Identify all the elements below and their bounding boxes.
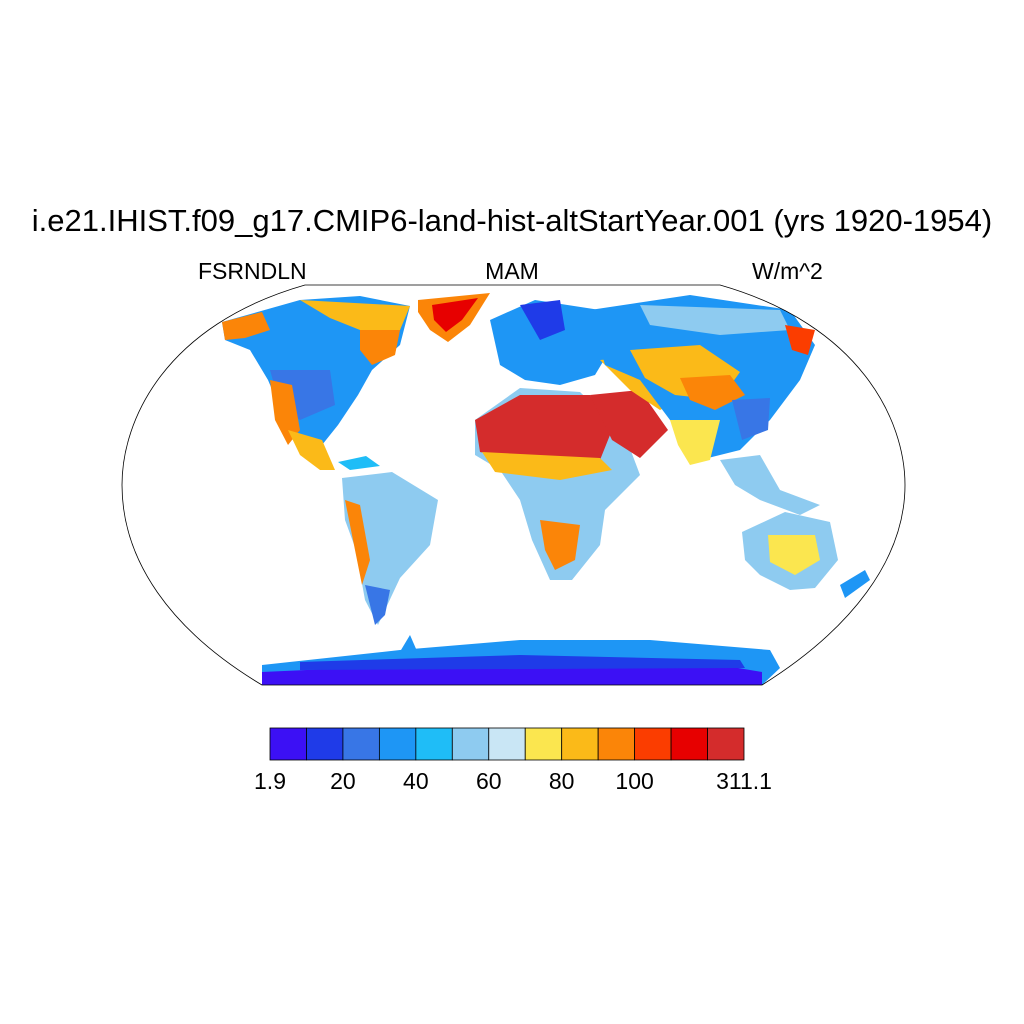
southeast-asia: [720, 455, 820, 515]
canada-east: [360, 330, 400, 365]
europe-region: [490, 300, 610, 385]
colorbar-swatch: [634, 727, 672, 761]
mexico: [288, 430, 335, 470]
colorbar-swatch: [707, 727, 745, 761]
colorbar-swatch: [269, 727, 307, 761]
units-label: W/m^2: [752, 258, 823, 284]
india: [670, 420, 720, 465]
colorbar: [269, 727, 745, 761]
colorbar-swatch: [524, 727, 563, 761]
colorbar-swatch: [415, 727, 453, 761]
siberia-north: [640, 305, 790, 335]
variable-label: FSRNDLN: [198, 258, 307, 284]
arabian-peninsula: [590, 390, 668, 458]
caribbean-islands: [338, 456, 380, 470]
kalahari: [540, 520, 580, 570]
patagonia: [365, 585, 390, 625]
antarctica-peninsula: [395, 635, 420, 660]
colorbar-swatch: [670, 727, 708, 761]
tibet-gobi: [680, 375, 745, 410]
kamchatka: [785, 325, 815, 355]
colorbar-tick-label: 80: [548, 768, 575, 794]
scandinavia: [520, 300, 565, 340]
sahel: [482, 452, 612, 480]
andes-west: [345, 500, 370, 585]
colorbar-tick-label: 311.1: [716, 768, 772, 794]
colorbar-tick-label: 20: [330, 768, 356, 794]
colorbar-tick-label: 100: [615, 768, 654, 794]
colorbar-swatch: [342, 727, 380, 761]
map-boundary: [121, 284, 906, 686]
colorbar-tick-label: 60: [475, 768, 502, 794]
colorbar-swatch: [597, 727, 636, 761]
colorbar-tick-label: 1.9: [254, 768, 286, 794]
colorbar-tick-label: 40: [403, 768, 429, 794]
colorbar-swatch: [378, 727, 417, 761]
usa-west: [270, 380, 300, 445]
greenland-core: [432, 298, 478, 332]
land-layer: [222, 293, 870, 685]
season-label: MAM: [485, 258, 539, 284]
colorbar-swatch: [451, 727, 490, 761]
new-zealand: [840, 570, 870, 598]
sahara: [475, 395, 612, 465]
alaska: [222, 312, 270, 340]
canada-arctic: [300, 300, 410, 330]
antarctica-band: [300, 655, 745, 670]
colorbar-swatch: [488, 727, 526, 761]
colorbar-swatch: [561, 727, 599, 761]
australia-interior: [768, 535, 820, 575]
china-east: [732, 398, 770, 440]
plot-title: i.e21.IHIST.f09_g17.CMIP6-land-hist-altS…: [31, 203, 993, 238]
colorbar-swatch: [306, 727, 344, 761]
